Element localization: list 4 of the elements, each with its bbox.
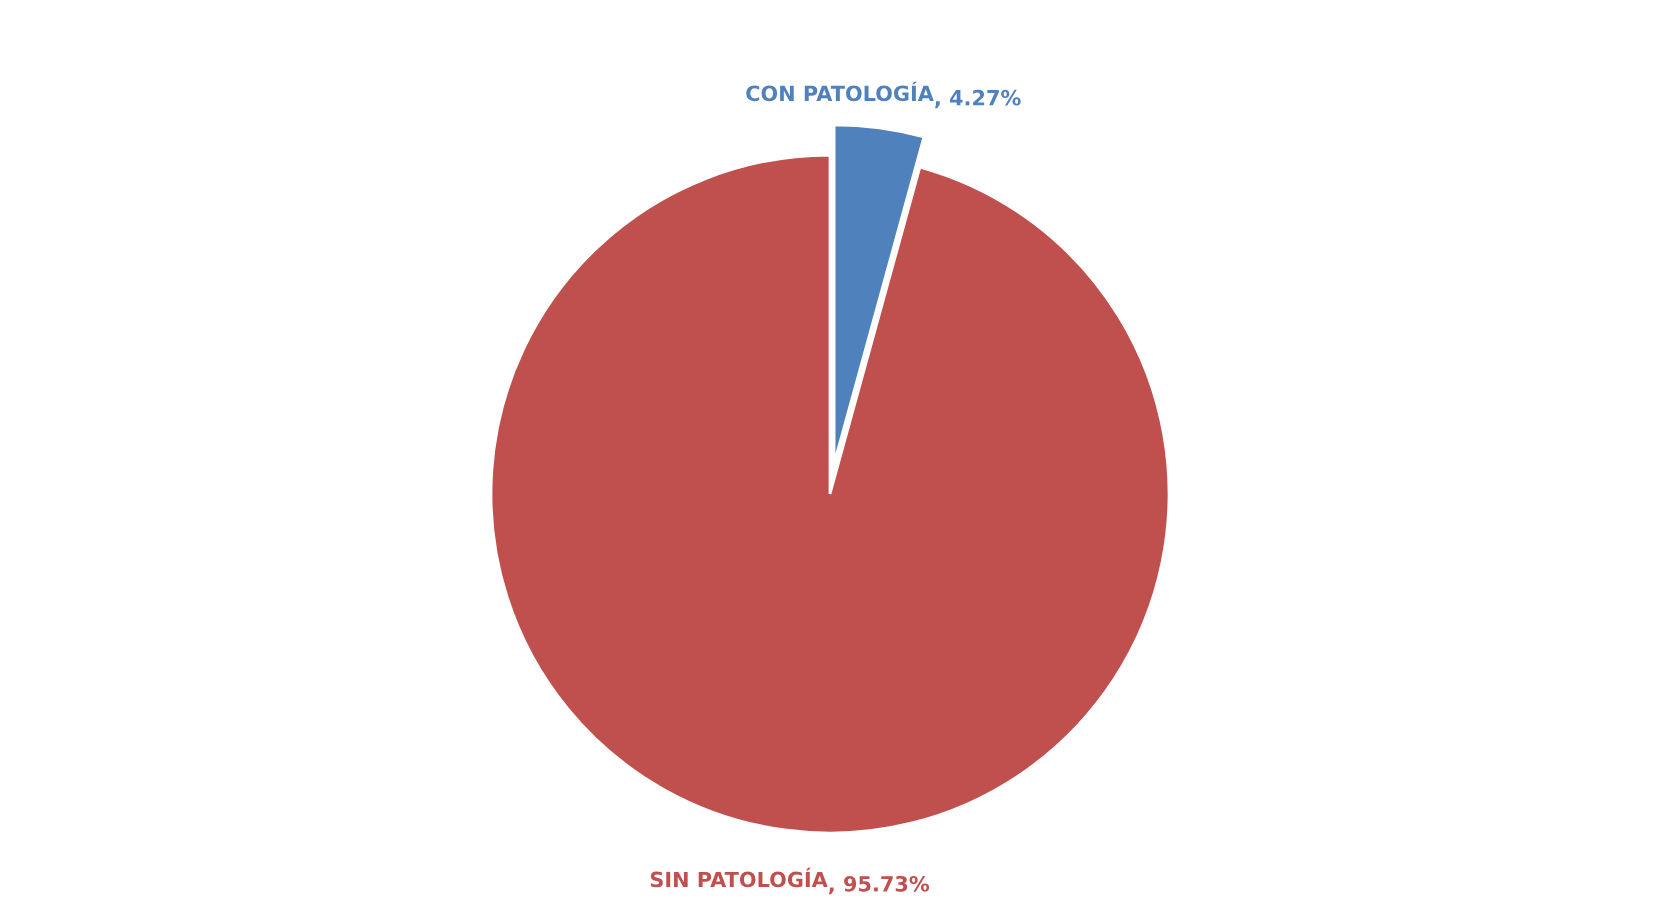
data-label: , 95.73% [828,875,930,895]
slice-label: SIN PATOLOGÍA [650,867,828,888]
data-label: , 4.27% [935,89,1021,109]
slice-label: CON PATOLOGÍA [746,81,934,102]
